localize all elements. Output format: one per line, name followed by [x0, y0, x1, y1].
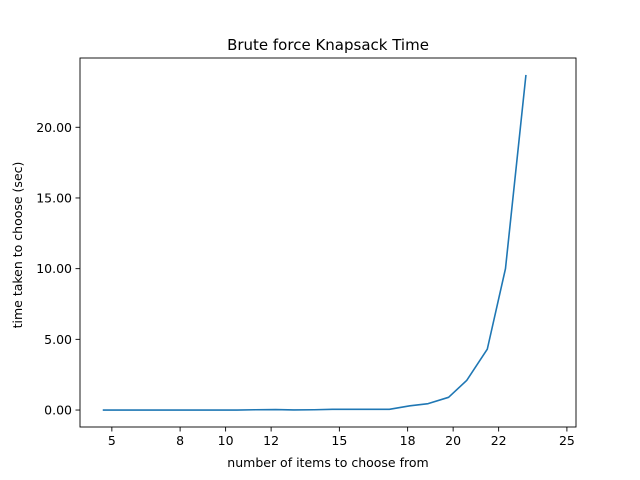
y-tick-label: 20.00 — [36, 120, 72, 135]
y-axis-label: time taken to choose (sec) — [10, 162, 25, 329]
x-tick-label: 8 — [176, 433, 184, 448]
x-tick-label: 22 — [491, 433, 507, 448]
x-tick-label: 15 — [331, 433, 347, 448]
x-tick-label: 5 — [108, 433, 116, 448]
x-tick-label: 10 — [218, 433, 234, 448]
x-tick-label: 20 — [445, 433, 461, 448]
axes-frame — [79, 57, 577, 428]
x-tick-label: 18 — [400, 433, 416, 448]
plot-area: 5 8 10 12 15 18 20 22 25 0.00 5.00 10.00 15.00 20.00 — [36, 57, 577, 448]
y-tick-label: 10.00 — [36, 261, 72, 276]
series-line-0 — [102, 74, 527, 411]
y-tick-label: 5.00 — [44, 332, 72, 347]
y-tick-label: 0.00 — [44, 403, 72, 418]
y-tick-label: 15.00 — [36, 190, 72, 205]
chart-title: Brute force Knapsack Time — [227, 36, 429, 54]
x-tick-label: 12 — [263, 433, 279, 448]
x-tick-label: 25 — [559, 433, 575, 448]
x-axis-label: number of items to choose from — [227, 455, 428, 470]
